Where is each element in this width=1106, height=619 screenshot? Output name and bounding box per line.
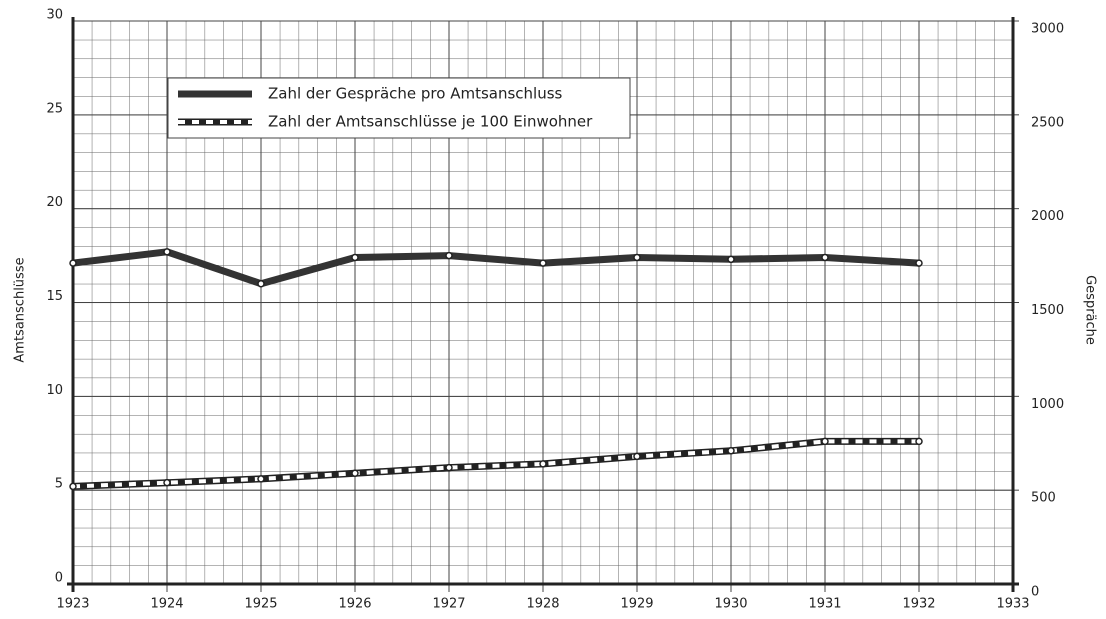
point — [163, 478, 171, 487]
point — [445, 463, 453, 472]
point — [69, 259, 77, 267]
point — [163, 248, 171, 256]
point — [727, 447, 735, 455]
y-tick-label: 0 — [55, 571, 63, 586]
point — [257, 475, 265, 483]
y2-tick-label: 2500 — [1031, 115, 1064, 130]
y2-tick-label: 0 — [1031, 585, 1039, 600]
y2-tick-label: 1500 — [1031, 303, 1064, 318]
point — [69, 482, 77, 491]
legend-label: Zahl der Amtsanschlüsse je 100 Einwohner — [268, 113, 593, 131]
y-axis-label: Amtsanschlüsse — [13, 257, 28, 362]
series-line — [72, 248, 920, 288]
point — [915, 259, 923, 267]
point — [257, 279, 265, 288]
y-tick-label: 30 — [46, 8, 63, 23]
x-tick-label: 1929 — [620, 597, 653, 612]
y2-tick-label: 3000 — [1031, 22, 1064, 37]
point — [351, 469, 359, 478]
point — [821, 253, 829, 262]
y-tick-label: 5 — [55, 477, 63, 492]
point — [351, 253, 359, 262]
y-tick-label: 20 — [46, 195, 63, 210]
x-tick-label: 1926 — [338, 597, 371, 612]
x-tick-label: 1924 — [150, 597, 183, 612]
legend-label: Zahl der Gespräche pro Amtsanschluss — [268, 85, 563, 103]
x-tick-label: 1932 — [902, 597, 935, 612]
y-tick-label: 25 — [46, 101, 63, 116]
point — [633, 253, 641, 262]
point — [821, 437, 829, 446]
y2-axis-label: Gespräche — [1083, 275, 1098, 345]
y2-tick-label: 1000 — [1031, 397, 1064, 412]
x-tick-label: 1925 — [244, 597, 277, 612]
point — [915, 437, 923, 446]
x-tick-label: 1931 — [808, 597, 841, 612]
series-line — [72, 439, 919, 489]
point — [633, 452, 641, 461]
y2-tick-label: 500 — [1031, 491, 1056, 506]
point — [539, 460, 547, 468]
x-tick-label: 1928 — [526, 597, 559, 612]
point — [539, 259, 547, 267]
x-tick-label: 1933 — [996, 597, 1029, 612]
point — [445, 251, 453, 260]
x-tick-label: 1923 — [56, 597, 89, 612]
y-tick-label: 15 — [46, 289, 63, 304]
legend-box — [167, 77, 631, 139]
y-tick-label: 10 — [46, 383, 63, 398]
x-tick-label: 1927 — [432, 597, 465, 612]
x-tick-label: 1930 — [714, 597, 747, 612]
point — [727, 255, 735, 264]
y2-tick-label: 2000 — [1031, 209, 1064, 224]
